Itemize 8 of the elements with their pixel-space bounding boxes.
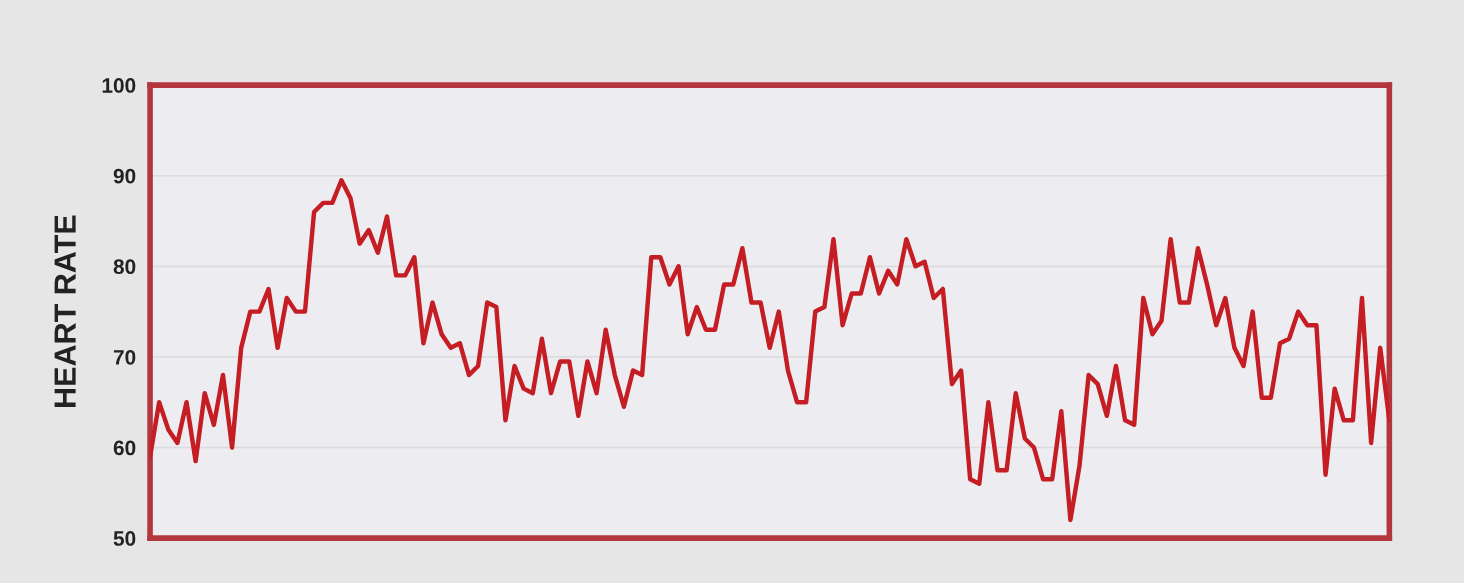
y-tick-label: 50 <box>113 531 136 546</box>
line-series <box>150 178 1390 523</box>
y-tick-label: 100 <box>102 78 136 93</box>
y-tick-label: 70 <box>113 349 136 365</box>
y-tick-label: 80 <box>113 259 136 275</box>
y-axis-title: HEART RATE <box>54 215 76 407</box>
y-tick-label: 90 <box>113 168 136 184</box>
y-tick-label: 60 <box>113 440 136 456</box>
